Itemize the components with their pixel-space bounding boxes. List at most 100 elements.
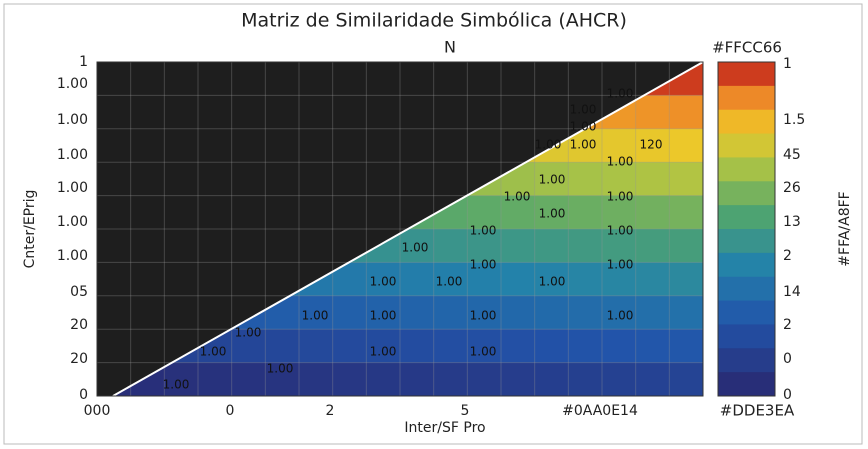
heat-cell xyxy=(635,362,670,397)
heat-cell xyxy=(433,329,468,364)
heat-cell xyxy=(265,329,300,364)
heat-cell xyxy=(433,229,468,263)
x-tick-label: #0AA0E14 xyxy=(562,403,638,419)
heat-cell xyxy=(602,295,637,330)
heat-cell xyxy=(467,362,502,397)
y-tick-label: 1 xyxy=(79,54,88,70)
x-tick-label: 0 xyxy=(226,403,235,419)
cell-label: 1.00 xyxy=(235,326,262,340)
heat-cell xyxy=(602,362,637,397)
heat-cell xyxy=(534,162,569,197)
plot-border xyxy=(96,61,704,397)
heat-cell xyxy=(635,162,670,197)
heat-cell xyxy=(265,362,300,397)
colorbar-label: #FFA/A8FF xyxy=(837,191,853,266)
heat-cell xyxy=(635,95,670,130)
heat-cell xyxy=(366,329,401,364)
heat-cell xyxy=(366,362,401,397)
x-tick-label: 000 xyxy=(84,403,111,419)
y-tick-label: 20 xyxy=(70,351,88,367)
heat-cell xyxy=(635,262,670,297)
heat-cell xyxy=(198,362,233,397)
colorbar-segment xyxy=(718,133,775,158)
top-label: N xyxy=(444,38,456,57)
cell-label: 1.00 xyxy=(570,120,597,134)
heat-cell xyxy=(332,329,367,364)
y-tick-label: 1.00 xyxy=(57,76,88,92)
heat-cell xyxy=(568,162,603,197)
heat-cell xyxy=(501,262,536,297)
heat-cell xyxy=(467,195,502,230)
colorbar-tick-label: 2 xyxy=(783,248,792,264)
y-tick-label: 1.00 xyxy=(57,248,88,264)
colorbar-tick-label: 2 xyxy=(783,317,792,333)
colorbar-tick-label: 45 xyxy=(783,147,801,163)
heat-cell xyxy=(433,362,468,397)
heat-cell xyxy=(366,295,401,330)
heat-cell xyxy=(669,195,704,230)
colorbar-segment xyxy=(718,205,775,230)
heat-cell xyxy=(332,295,367,330)
cell-label: 1.00 xyxy=(607,309,634,323)
heat-cell xyxy=(669,229,704,263)
heat-cell xyxy=(400,295,435,330)
colorbar-segment xyxy=(718,252,775,278)
colorbar-top: #FFCC66 xyxy=(712,39,782,57)
heat-cell xyxy=(534,262,569,297)
y-tick-label: 05 xyxy=(70,284,88,300)
y-tick-label: 1.00 xyxy=(57,112,88,128)
cell-label: 1.00 xyxy=(539,173,566,187)
colorbar-border xyxy=(717,61,776,397)
x-tick-label: 2 xyxy=(326,403,335,419)
heat-cell xyxy=(299,295,334,330)
cell-label: 1.00 xyxy=(570,103,597,117)
cell-label: 1.00 xyxy=(535,138,562,152)
cell-label: 1.00 xyxy=(200,345,227,359)
heat-cell xyxy=(568,229,603,263)
heat-cell xyxy=(635,329,670,364)
heat-cell xyxy=(669,329,704,364)
cell-label: 1.00 xyxy=(539,207,566,221)
cell-label: 1.00 xyxy=(504,190,531,204)
heat-cell xyxy=(467,329,502,364)
y-tick-label: 1.00 xyxy=(57,214,88,230)
heat-cell xyxy=(501,362,536,397)
heat-cell xyxy=(635,295,670,330)
colorbar-segment xyxy=(718,348,775,373)
heat-cell xyxy=(299,362,334,397)
cell-label: 1.00 xyxy=(607,87,634,101)
heat-cell xyxy=(669,128,704,163)
heat-cell xyxy=(669,262,704,297)
colorbar-segment xyxy=(718,109,775,135)
heat-cell xyxy=(231,329,266,364)
x-axis-label: Inter/SF Pro xyxy=(404,420,485,436)
y-tick-label: 0 xyxy=(79,387,88,403)
colorbar-segment xyxy=(718,276,775,302)
heat-cell xyxy=(534,362,569,397)
heat-cell xyxy=(332,362,367,397)
colorbar-bottom: #DDE3EA xyxy=(720,402,795,420)
heat-cell xyxy=(299,329,334,364)
colorbar-segment xyxy=(718,300,775,325)
cell-label: 1.00 xyxy=(402,241,429,255)
cell-label: 120 xyxy=(640,138,663,152)
heat-cell xyxy=(501,329,536,364)
heat-cell xyxy=(433,295,468,330)
heat-cell xyxy=(602,162,637,197)
heat-cell xyxy=(400,362,435,397)
heat-cell xyxy=(635,229,670,263)
heat-cell xyxy=(669,362,704,397)
heat-cell xyxy=(568,329,603,364)
heat-cell xyxy=(534,295,569,330)
cell-label: 1.00 xyxy=(607,190,634,204)
heat-cell xyxy=(602,128,637,163)
heat-cell xyxy=(568,362,603,397)
cell-label: 1.00 xyxy=(607,155,634,169)
colorbar-segment xyxy=(718,229,775,254)
heat-cell xyxy=(400,329,435,364)
colorbar-segment xyxy=(718,157,775,182)
cell-label: 1.00 xyxy=(470,309,497,323)
colorbar-segment xyxy=(718,324,775,349)
y-tick-label: 20 xyxy=(70,317,88,333)
